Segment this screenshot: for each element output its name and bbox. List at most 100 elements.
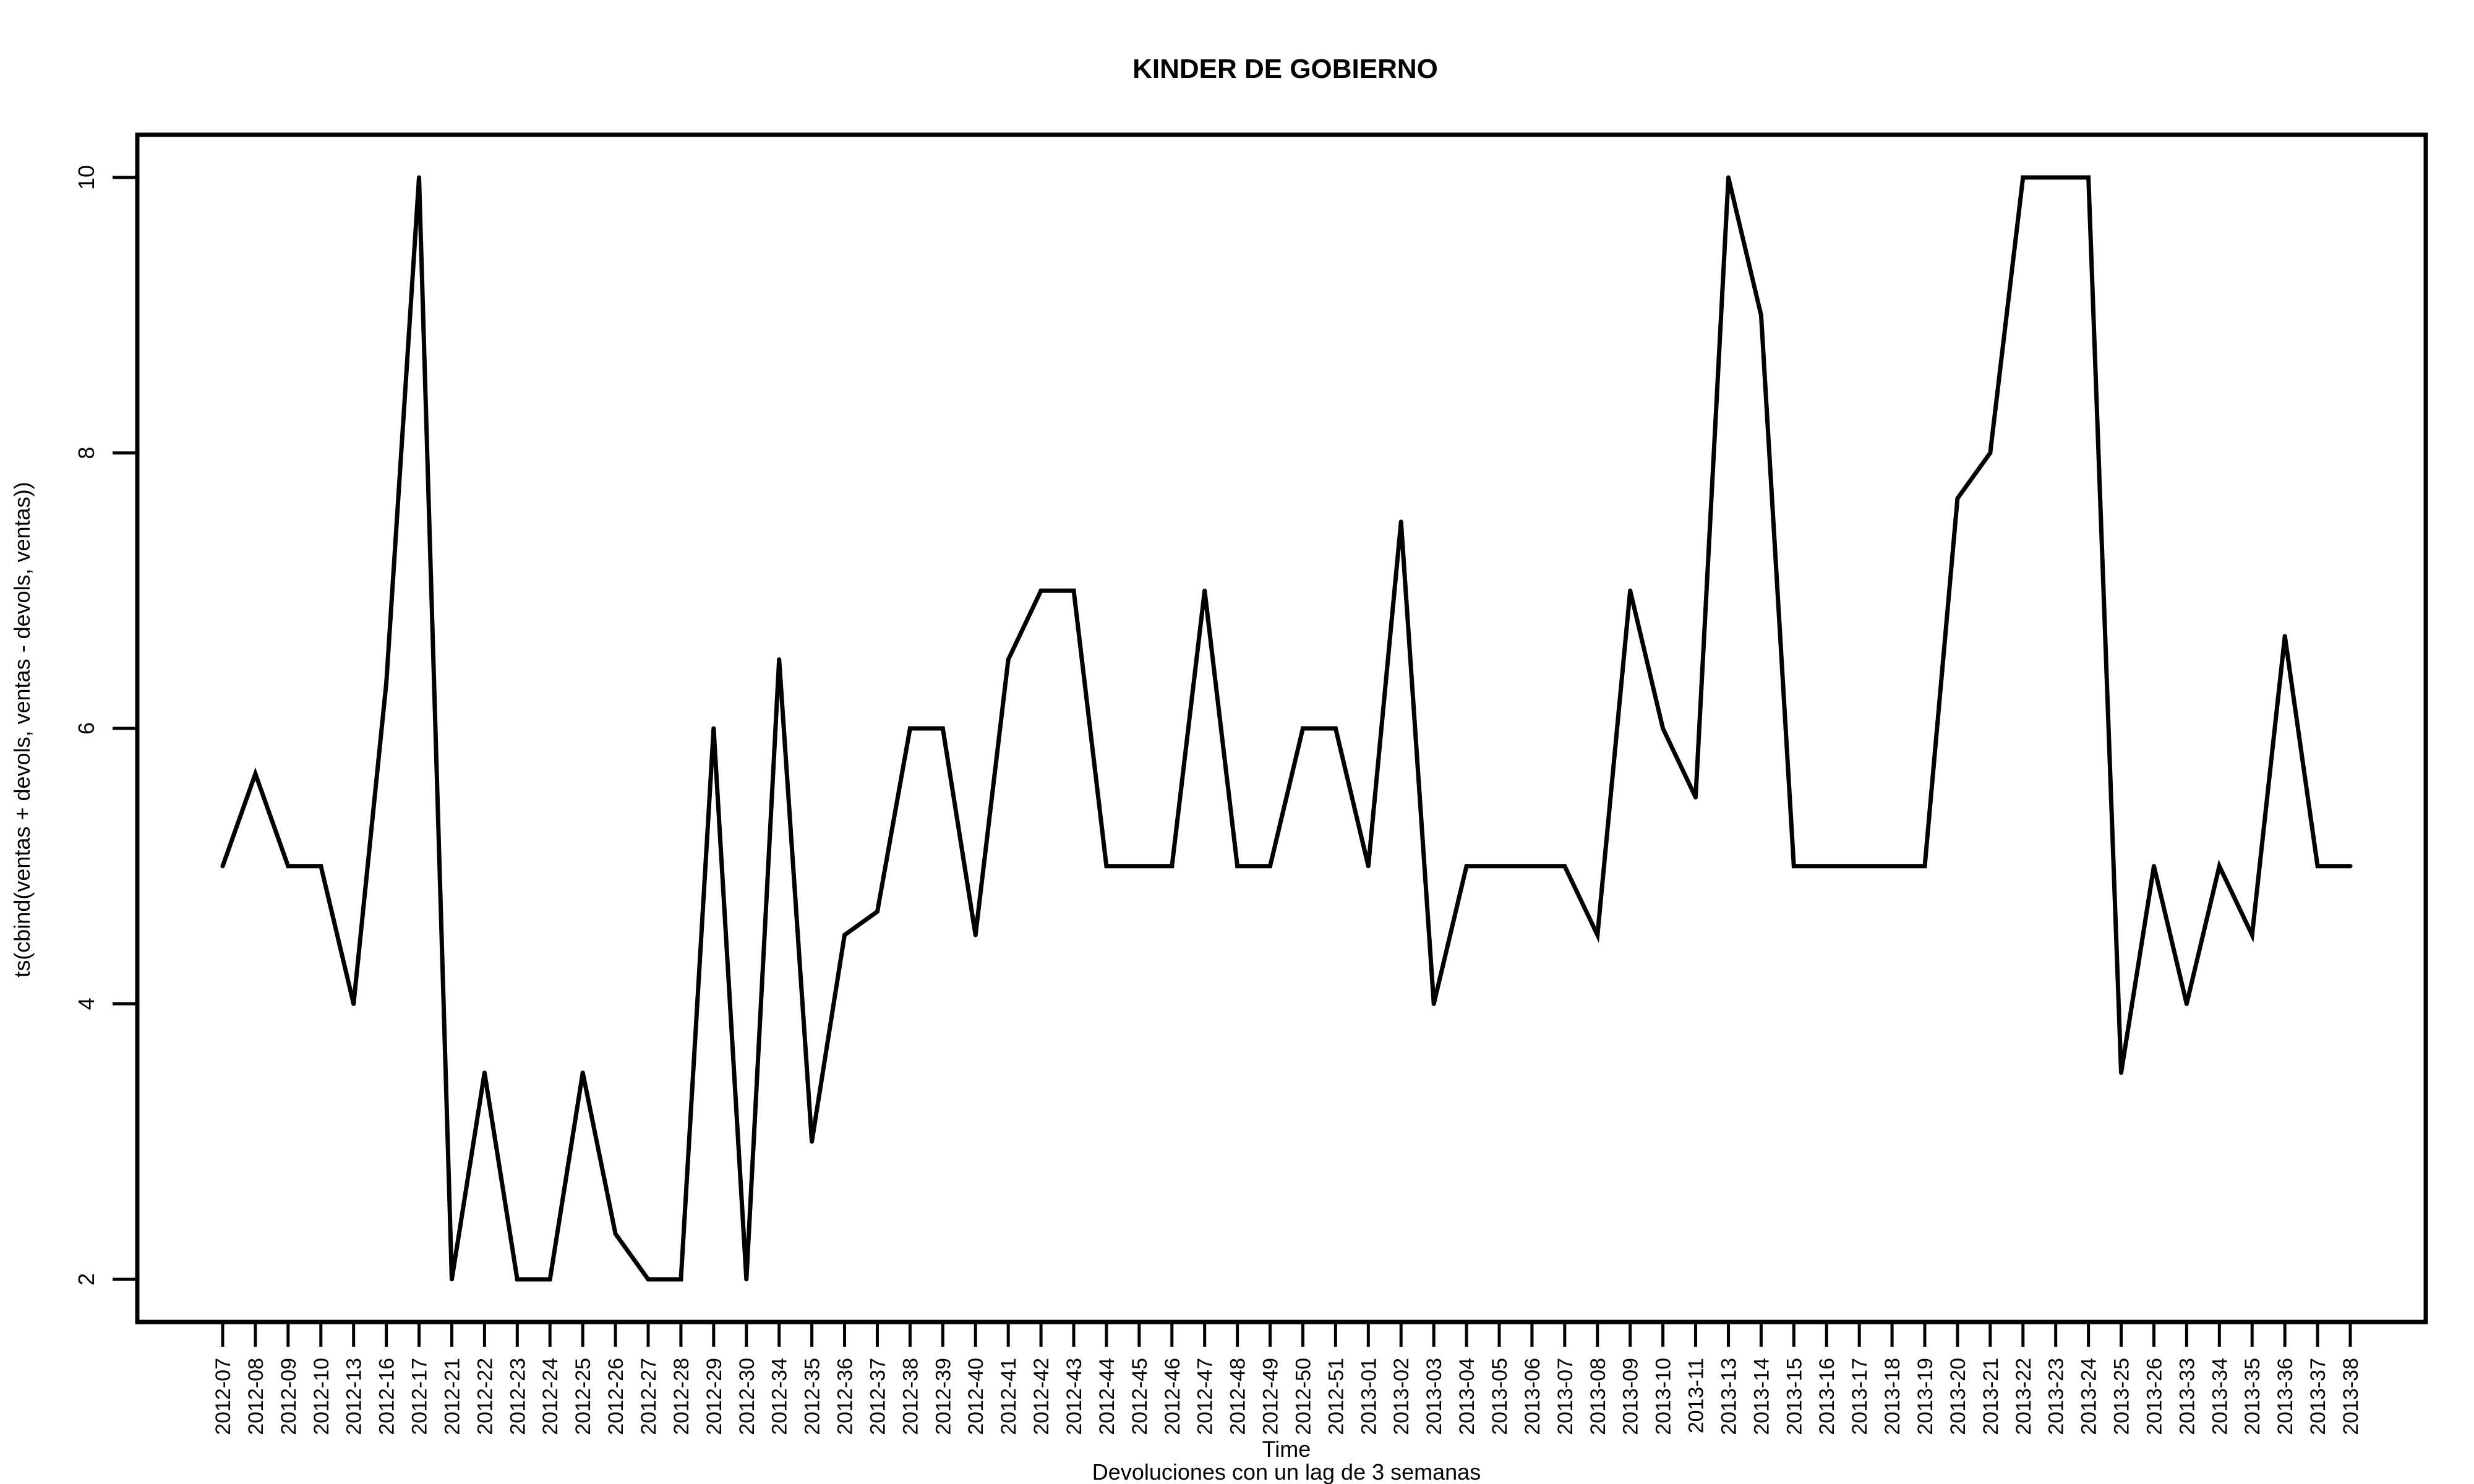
series-group bbox=[220, 175, 2353, 1282]
data-point bbox=[2348, 864, 2353, 869]
x-tick-label: 2013-09 bbox=[1619, 1358, 1643, 1435]
data-point bbox=[351, 1001, 356, 1006]
data-point bbox=[1300, 726, 1305, 731]
data-point bbox=[646, 1277, 651, 1282]
x-tick-label: 2012-41 bbox=[997, 1358, 1021, 1435]
chart-title: KINDER DE GOBIERNO bbox=[1132, 54, 1438, 84]
y-tick-label: 8 bbox=[74, 447, 99, 459]
x-tick-label: 2013-16 bbox=[1815, 1358, 1839, 1435]
data-point bbox=[2119, 1070, 2124, 1075]
x-tick-label: 2012-35 bbox=[801, 1358, 824, 1435]
x-tick-label: 2013-08 bbox=[1586, 1358, 1610, 1435]
y-axis-label: ts(cbind(ventas + devols, ventas - devol… bbox=[9, 482, 35, 977]
x-tick-label: 2013-21 bbox=[1979, 1358, 2003, 1435]
x-tick-label: 2012-42 bbox=[1030, 1358, 1053, 1435]
x-tick-label: 2012-25 bbox=[571, 1358, 595, 1435]
data-point bbox=[1791, 864, 1796, 869]
data-point bbox=[1857, 864, 1862, 869]
data-point bbox=[1137, 864, 1142, 869]
x-tick-label: 2012-46 bbox=[1161, 1358, 1184, 1435]
x-tick-label: 2012-44 bbox=[1095, 1358, 1119, 1435]
data-point bbox=[515, 1277, 520, 1282]
data-point bbox=[2021, 175, 2026, 180]
x-tick-label: 2013-22 bbox=[2012, 1358, 2035, 1435]
x-tick-label: 2012-16 bbox=[375, 1358, 399, 1435]
data-point bbox=[1824, 864, 1829, 869]
x-tick-label: 2013-14 bbox=[1750, 1358, 1773, 1435]
x-tick-label: 2013-19 bbox=[1914, 1358, 1937, 1435]
data-point bbox=[1006, 657, 1011, 662]
data-point bbox=[1431, 1001, 1436, 1006]
x-tick-label: 2013-11 bbox=[1685, 1358, 1708, 1433]
data-point bbox=[417, 175, 422, 180]
x-tick-label: 2013-02 bbox=[1390, 1358, 1413, 1435]
x-tick-label: 2013-25 bbox=[2110, 1358, 2134, 1435]
x-tick-label: 2012-50 bbox=[1291, 1358, 1315, 1435]
data-point bbox=[1104, 864, 1109, 869]
x-tick-label: 2013-34 bbox=[2208, 1358, 2232, 1435]
y-tick-label: 6 bbox=[74, 722, 99, 735]
data-point bbox=[1595, 932, 1600, 937]
x-tick-label: 2013-03 bbox=[1423, 1358, 1446, 1435]
y-tick-label: 2 bbox=[74, 1273, 99, 1286]
x-tick-label: 2012-49 bbox=[1259, 1358, 1283, 1435]
data-point bbox=[1038, 588, 1043, 593]
x-tick-label: 2013-37 bbox=[2306, 1358, 2330, 1435]
x-tick-label: 2012-51 bbox=[1324, 1358, 1348, 1435]
x-axis: 2012-07 2012-08 2012-09 2012-10 2012-13 2012-… bbox=[212, 1320, 2363, 1435]
x-tick-label: 2013-20 bbox=[1946, 1358, 1970, 1435]
x-tick-label: 2012-40 bbox=[964, 1358, 988, 1435]
data-point bbox=[1366, 864, 1371, 869]
x-tick-label: 2013-04 bbox=[1455, 1358, 1479, 1435]
data-point bbox=[547, 1277, 552, 1282]
x-tick-label: 2012-07 bbox=[212, 1358, 235, 1435]
y-axis: 2 4 6 8 10 bbox=[74, 165, 139, 1286]
x-tick-label: 2012-45 bbox=[1128, 1358, 1152, 1435]
plot-area-frame bbox=[135, 132, 2428, 1324]
x-tick-label: 2012-22 bbox=[473, 1358, 497, 1435]
data-point bbox=[777, 657, 782, 662]
data-point bbox=[842, 932, 847, 937]
data-point bbox=[253, 772, 258, 777]
data-point bbox=[2086, 175, 2091, 180]
data-point bbox=[1202, 588, 1207, 593]
x-tick-label: 2012-28 bbox=[670, 1358, 693, 1435]
x-tick-label: 2012-24 bbox=[539, 1358, 562, 1435]
x-tick-label: 2012-17 bbox=[408, 1358, 432, 1435]
data-point bbox=[973, 932, 978, 937]
x-tick-label: 2013-13 bbox=[1717, 1358, 1740, 1435]
data-point bbox=[2315, 864, 2320, 869]
x-tick-label: 2012-39 bbox=[931, 1358, 955, 1435]
data-point bbox=[1693, 795, 1698, 800]
data-point bbox=[907, 726, 912, 731]
x-tick-label: 2012-27 bbox=[637, 1358, 661, 1435]
data-point bbox=[613, 1231, 618, 1236]
x-tick-label: 2013-35 bbox=[2241, 1358, 2264, 1435]
data-point bbox=[1235, 864, 1240, 869]
data-point bbox=[940, 726, 945, 731]
data-point bbox=[286, 864, 291, 869]
data-point bbox=[1661, 726, 1666, 731]
data-point bbox=[2282, 634, 2287, 639]
data-point bbox=[1398, 519, 1403, 524]
x-tick-label: 2012-23 bbox=[506, 1358, 529, 1435]
x-tick-label: 2012-13 bbox=[343, 1358, 366, 1435]
data-point bbox=[1628, 588, 1633, 593]
x-tick-label: 2013-06 bbox=[1521, 1358, 1544, 1435]
x-tick-label: 2012-36 bbox=[834, 1358, 857, 1435]
data-point bbox=[449, 1277, 454, 1282]
data-point bbox=[319, 864, 323, 869]
data-point bbox=[810, 1139, 815, 1144]
data-point bbox=[1268, 864, 1273, 869]
data-point bbox=[1333, 726, 1338, 731]
data-point bbox=[1726, 175, 1731, 180]
data-point bbox=[384, 680, 389, 685]
data-point bbox=[1530, 864, 1534, 869]
x-tick-label: 2013-23 bbox=[2045, 1358, 2068, 1435]
x-tick-label: 2012-29 bbox=[703, 1358, 726, 1435]
x-tick-label: 2012-43 bbox=[1063, 1358, 1086, 1435]
x-tick-label: 2013-36 bbox=[2274, 1358, 2297, 1435]
data-point bbox=[1071, 588, 1076, 593]
y-tick-label: 4 bbox=[74, 997, 99, 1010]
x-tick-label: 2012-21 bbox=[440, 1358, 464, 1435]
